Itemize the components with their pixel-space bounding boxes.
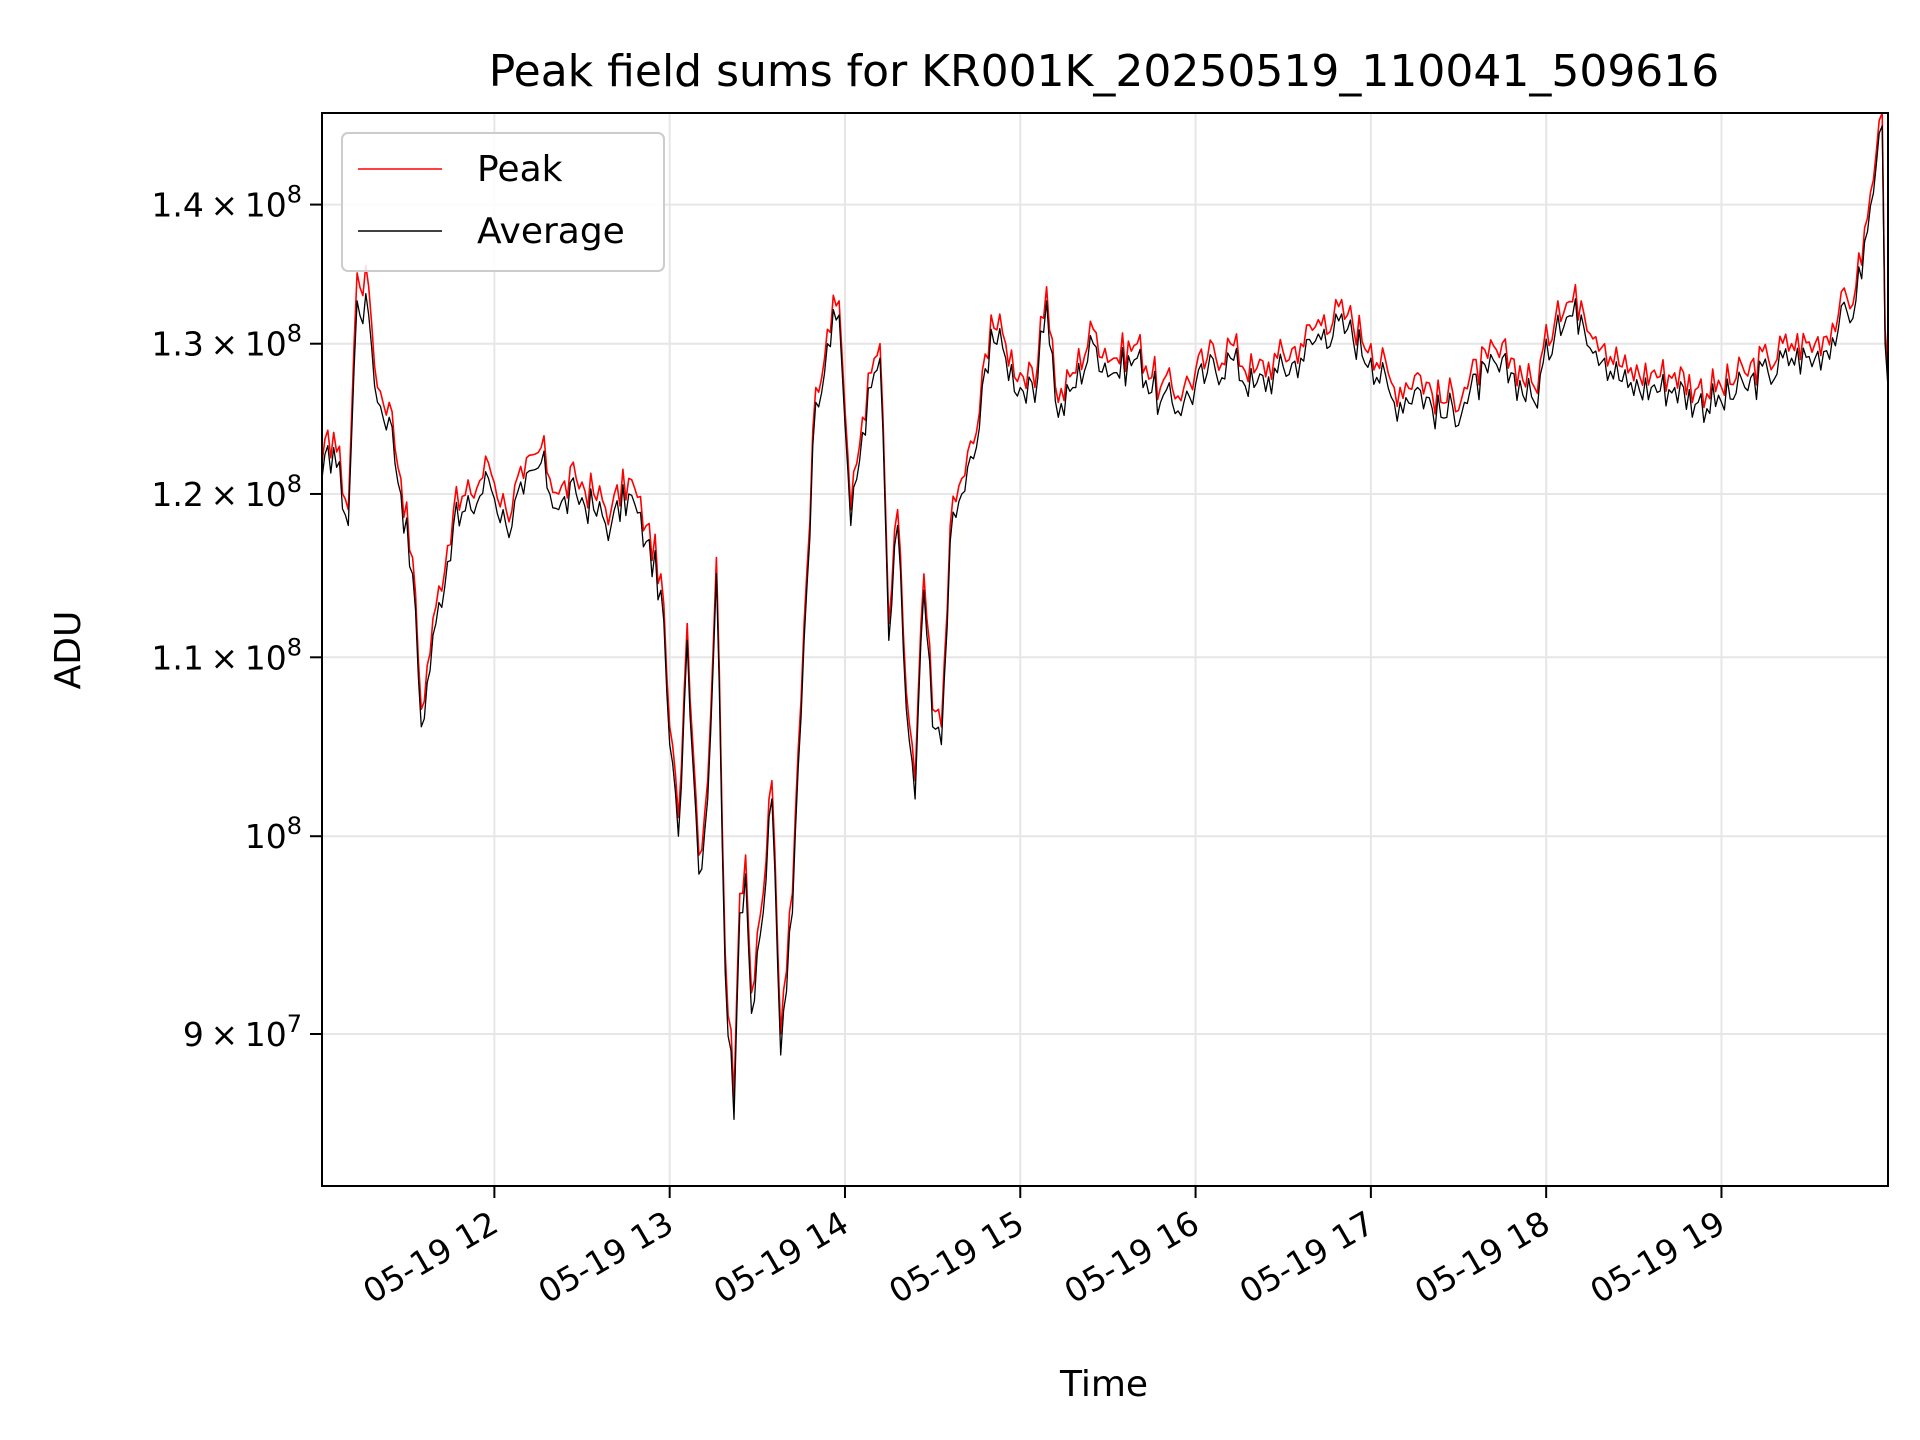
chart-title: Peak field sums for KR001K_20250519_1100… (489, 46, 1720, 97)
legend-box (341, 132, 665, 272)
grid (322, 113, 1888, 1186)
y-tick-label: 1.2 × 108 (151, 470, 302, 514)
y-tick-label: 108 (245, 812, 302, 856)
legend-label-average: Average (477, 211, 625, 252)
y-axis-ticks: 9 × 107 108 1.1 × 108 1.2 × 108 1.3 × 108 1.4… (151, 181, 322, 1054)
y-tick-label: 1.3 × 108 (151, 320, 302, 364)
plot-lines (321, 112, 1889, 1120)
legend-label-peak: Peak (477, 149, 563, 190)
y-tick-label: 9 × 107 (183, 1010, 302, 1054)
y-tick-label: 1.4 × 108 (151, 181, 302, 225)
plot-frame (321, 112, 1889, 1187)
x-axis-label: Time (1059, 1364, 1148, 1405)
series-line-peak (321, 112, 1889, 1099)
series-line-average (321, 125, 1889, 1120)
legend: Peak Average (341, 132, 665, 272)
y-tick-label: 1.1 × 108 (151, 633, 302, 677)
y-axis-label: ADU (48, 611, 89, 690)
